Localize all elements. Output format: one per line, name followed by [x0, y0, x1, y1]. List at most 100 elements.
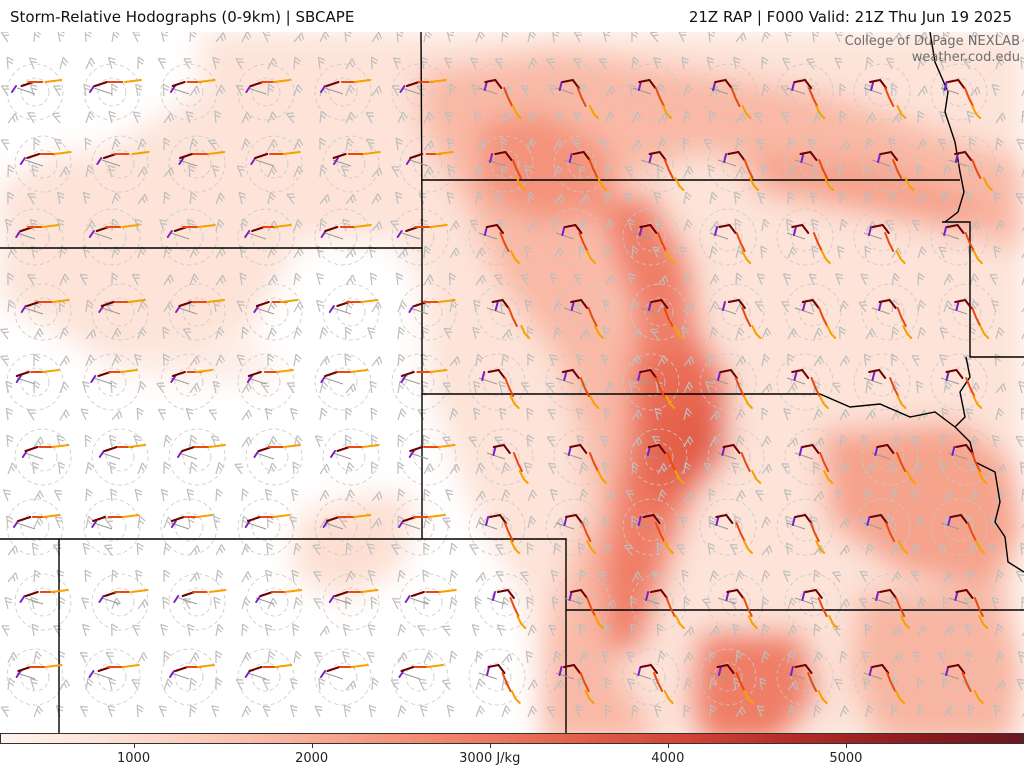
wind-barb	[579, 569, 587, 583]
wind-barb	[993, 191, 1001, 205]
wind-barb	[682, 137, 690, 151]
wind-barb	[1, 625, 10, 637]
hodograph-ring	[182, 297, 212, 327]
hodograph-ring	[328, 367, 358, 397]
wind-barb	[85, 488, 93, 502]
storm-motion-vector	[16, 232, 36, 240]
hodograph-ring	[251, 77, 281, 107]
hodograph-segment	[871, 371, 876, 381]
wind-barb	[189, 32, 197, 43]
hodograph	[329, 444, 380, 460]
hodograph-segment	[579, 672, 590, 692]
wind-barb	[735, 570, 745, 583]
hodograph-segment	[818, 159, 829, 179]
wind-barb	[366, 138, 375, 151]
wind-barb	[500, 137, 508, 151]
wind-barb	[910, 436, 920, 448]
hodograph-segment	[427, 514, 446, 518]
hodograph	[632, 368, 676, 409]
wind-barb	[600, 354, 609, 367]
wind-barb	[319, 326, 329, 340]
storm-motion-vector	[24, 597, 44, 605]
hodograph	[786, 663, 828, 704]
wind-barb	[631, 299, 640, 313]
hodograph-segment	[254, 153, 269, 159]
wind-barb	[501, 32, 509, 43]
hodograph	[709, 663, 754, 704]
wind-barb	[345, 58, 356, 70]
hodograph-segment	[747, 615, 758, 629]
wind-barb	[813, 569, 821, 583]
hodograph-ring	[636, 222, 666, 252]
wind-barb	[449, 83, 457, 97]
hodograph-ring	[630, 135, 688, 193]
hodograph-segment	[350, 664, 369, 668]
storm-motion-vector	[786, 672, 806, 680]
wind-barb	[423, 274, 434, 286]
hodograph-ring	[6, 648, 64, 706]
wind-barb	[241, 705, 252, 718]
hodograph	[863, 663, 906, 704]
wind-barb	[628, 83, 637, 97]
wind-barb	[834, 489, 843, 502]
storm-motion-vector	[948, 307, 968, 315]
wind-barb	[371, 32, 383, 43]
hodograph	[478, 663, 521, 704]
wind-barb	[445, 489, 454, 502]
wind-barb	[912, 651, 921, 664]
wind-barb	[344, 353, 352, 367]
hodograph-ring	[405, 222, 435, 252]
hodograph-segment	[245, 85, 252, 93]
wind-barb	[137, 515, 146, 529]
wind-barb	[449, 220, 460, 232]
wind-barb	[131, 273, 140, 286]
hodograph-ring	[482, 662, 512, 692]
wind-barb	[891, 326, 900, 340]
hodograph-ring	[490, 442, 520, 472]
wind-barb	[962, 58, 972, 70]
wind-barb	[865, 704, 874, 718]
hodograph	[640, 150, 685, 191]
hodograph-segment	[26, 153, 41, 159]
map-panel[interactable]	[0, 32, 1024, 744]
hodograph-ring	[251, 512, 281, 542]
wind-barb	[891, 543, 901, 556]
wind-barb	[371, 193, 382, 205]
hodograph-segment	[488, 513, 507, 524]
storm-motion-vector	[794, 452, 814, 460]
wind-barb	[865, 409, 876, 421]
hodograph-ring	[567, 442, 597, 472]
wind-barb	[553, 194, 565, 205]
hodograph-ring	[391, 648, 449, 706]
wind-barb	[761, 353, 770, 367]
wind-barb	[366, 543, 375, 556]
wind-barb	[683, 165, 694, 178]
wind-barb	[423, 166, 434, 178]
wind-barb	[370, 596, 378, 610]
hodograph-segment	[558, 666, 563, 676]
hodograph-segment	[253, 305, 260, 313]
hodograph-segment	[902, 325, 913, 339]
hodograph	[717, 443, 762, 484]
wind-barb	[7, 113, 19, 124]
hodograph-segment	[654, 87, 665, 107]
hodograph-segment	[749, 177, 760, 191]
hodograph-segment	[717, 666, 722, 676]
wind-barb	[552, 218, 560, 232]
wind-barb	[760, 245, 768, 259]
wind-barb	[579, 488, 589, 502]
hodograph-segment	[512, 452, 523, 472]
hodograph-segment	[789, 666, 794, 676]
storm-motion-vector	[324, 672, 344, 680]
hodograph	[19, 589, 69, 605]
hodograph-segment	[244, 230, 251, 238]
wind-barb	[85, 220, 96, 232]
wind-barb	[137, 598, 149, 610]
wind-barb	[703, 462, 712, 475]
map-canvas[interactable]	[0, 32, 1024, 744]
wind-barb	[683, 219, 693, 232]
hodograph-segment	[945, 666, 950, 676]
hodograph-ring	[259, 149, 289, 179]
credit-block: College of DuPage NEXLAB weather.cod.edu	[845, 34, 1020, 66]
wind-barb	[54, 516, 63, 529]
